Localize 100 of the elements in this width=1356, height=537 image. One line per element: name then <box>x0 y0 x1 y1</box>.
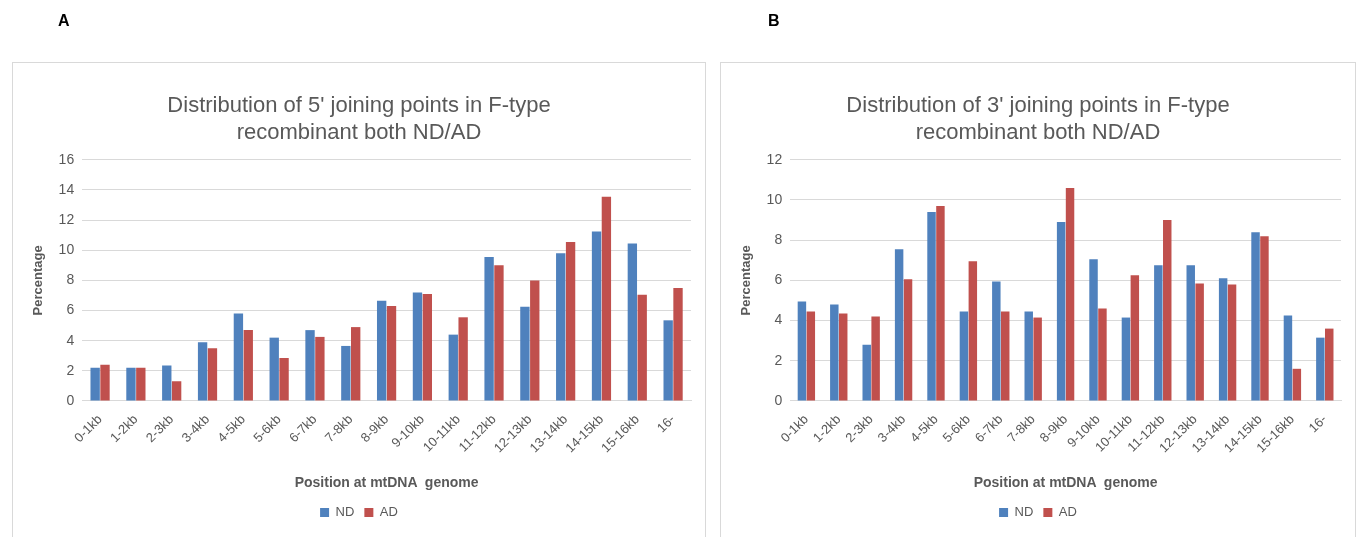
bar <box>601 196 612 401</box>
bar <box>1024 311 1033 401</box>
bar <box>351 327 361 401</box>
x-tick-label: 16- <box>1305 411 1330 436</box>
y-tick-label: 8 <box>66 271 75 288</box>
bar <box>1325 328 1334 401</box>
bar <box>1186 265 1195 401</box>
y-tick-label: 0 <box>66 391 75 408</box>
bar <box>1260 236 1269 401</box>
bar <box>305 330 315 401</box>
bar <box>494 265 504 401</box>
bar <box>269 337 279 401</box>
bar <box>171 381 182 401</box>
bar <box>1283 315 1293 401</box>
bar <box>520 306 530 401</box>
bar <box>1121 317 1131 401</box>
y-tick-label: 0 <box>774 391 783 408</box>
bar <box>968 261 978 401</box>
y-tick-label: 12 <box>58 210 75 227</box>
text: B <box>768 12 780 30</box>
bar <box>1227 284 1237 401</box>
legend-label: AD <box>1058 504 1077 520</box>
bar <box>556 253 566 401</box>
bar <box>1218 278 1228 401</box>
bar <box>448 334 458 401</box>
bar <box>959 311 969 401</box>
bar <box>126 367 136 401</box>
bar <box>279 358 289 401</box>
bar <box>162 365 172 401</box>
bar <box>1163 220 1172 401</box>
x-axis-title: Position at mtDNA genome <box>973 474 1158 491</box>
bar <box>197 342 208 401</box>
bar <box>1001 311 1010 401</box>
y-tick-label: 10 <box>58 241 75 258</box>
bar <box>1065 187 1075 401</box>
bar <box>90 367 100 401</box>
text: Distribution of 5' joining points in F-type <box>167 92 551 118</box>
bar <box>386 306 397 401</box>
bar <box>871 316 880 401</box>
legend-label: ND <box>1014 504 1034 520</box>
text: Distribution of 3' joining points in F-type <box>846 92 1230 118</box>
y-tick-label: 8 <box>774 231 783 248</box>
bar <box>936 206 945 401</box>
bar <box>1098 308 1107 401</box>
bar <box>565 241 576 401</box>
bar <box>903 279 913 401</box>
bar <box>1251 232 1260 401</box>
y-tick-label: 6 <box>774 271 783 288</box>
bar <box>839 313 848 401</box>
y-axis-title: Percentage <box>738 245 754 316</box>
bar <box>458 317 468 401</box>
bar <box>927 212 936 401</box>
bar <box>1130 275 1140 401</box>
bar <box>207 348 218 401</box>
bar <box>797 301 807 401</box>
bar <box>1316 337 1325 401</box>
text: A <box>58 12 70 30</box>
y-tick-label: 6 <box>66 301 75 318</box>
y-tick-label: 10 <box>766 190 783 207</box>
legend-label: ND <box>335 504 355 520</box>
bar <box>663 320 673 401</box>
text: recombinant both ND/AD <box>236 118 482 144</box>
bar <box>315 336 325 401</box>
bar <box>806 311 816 401</box>
bar <box>591 231 602 401</box>
y-tick-label: 16 <box>58 150 75 167</box>
y-tick-label: 12 <box>766 150 783 167</box>
bar <box>233 313 244 401</box>
bar <box>894 249 904 401</box>
bar <box>637 294 647 401</box>
bar <box>341 345 351 401</box>
text: recombinant both ND/AD <box>915 118 1161 144</box>
y-tick-label: 2 <box>66 361 75 378</box>
legend-label: AD <box>379 504 398 520</box>
bar <box>484 257 494 401</box>
y-tick-label: 2 <box>774 351 783 368</box>
y-tick-label: 4 <box>774 311 783 328</box>
bar <box>1056 222 1066 401</box>
y-tick-label: 14 <box>58 180 75 197</box>
y-tick-label: 4 <box>66 331 75 348</box>
bar <box>1195 283 1204 401</box>
bar <box>1033 317 1042 401</box>
bar <box>862 344 871 401</box>
bar <box>412 292 423 401</box>
bar <box>243 330 253 401</box>
bar <box>100 364 110 401</box>
bar <box>992 281 1001 401</box>
x-axis-title: Position at mtDNA genome <box>294 474 479 491</box>
bar <box>422 293 432 401</box>
bar <box>530 280 540 401</box>
bar <box>376 300 387 401</box>
bar <box>673 287 683 401</box>
bar <box>1292 368 1302 401</box>
bar <box>830 304 839 401</box>
bar <box>136 367 146 401</box>
y-axis-title: Percentage <box>30 245 46 316</box>
bar <box>627 243 638 401</box>
bar <box>1089 259 1098 401</box>
bar <box>1154 265 1163 401</box>
x-tick-label: 16- <box>653 411 678 436</box>
